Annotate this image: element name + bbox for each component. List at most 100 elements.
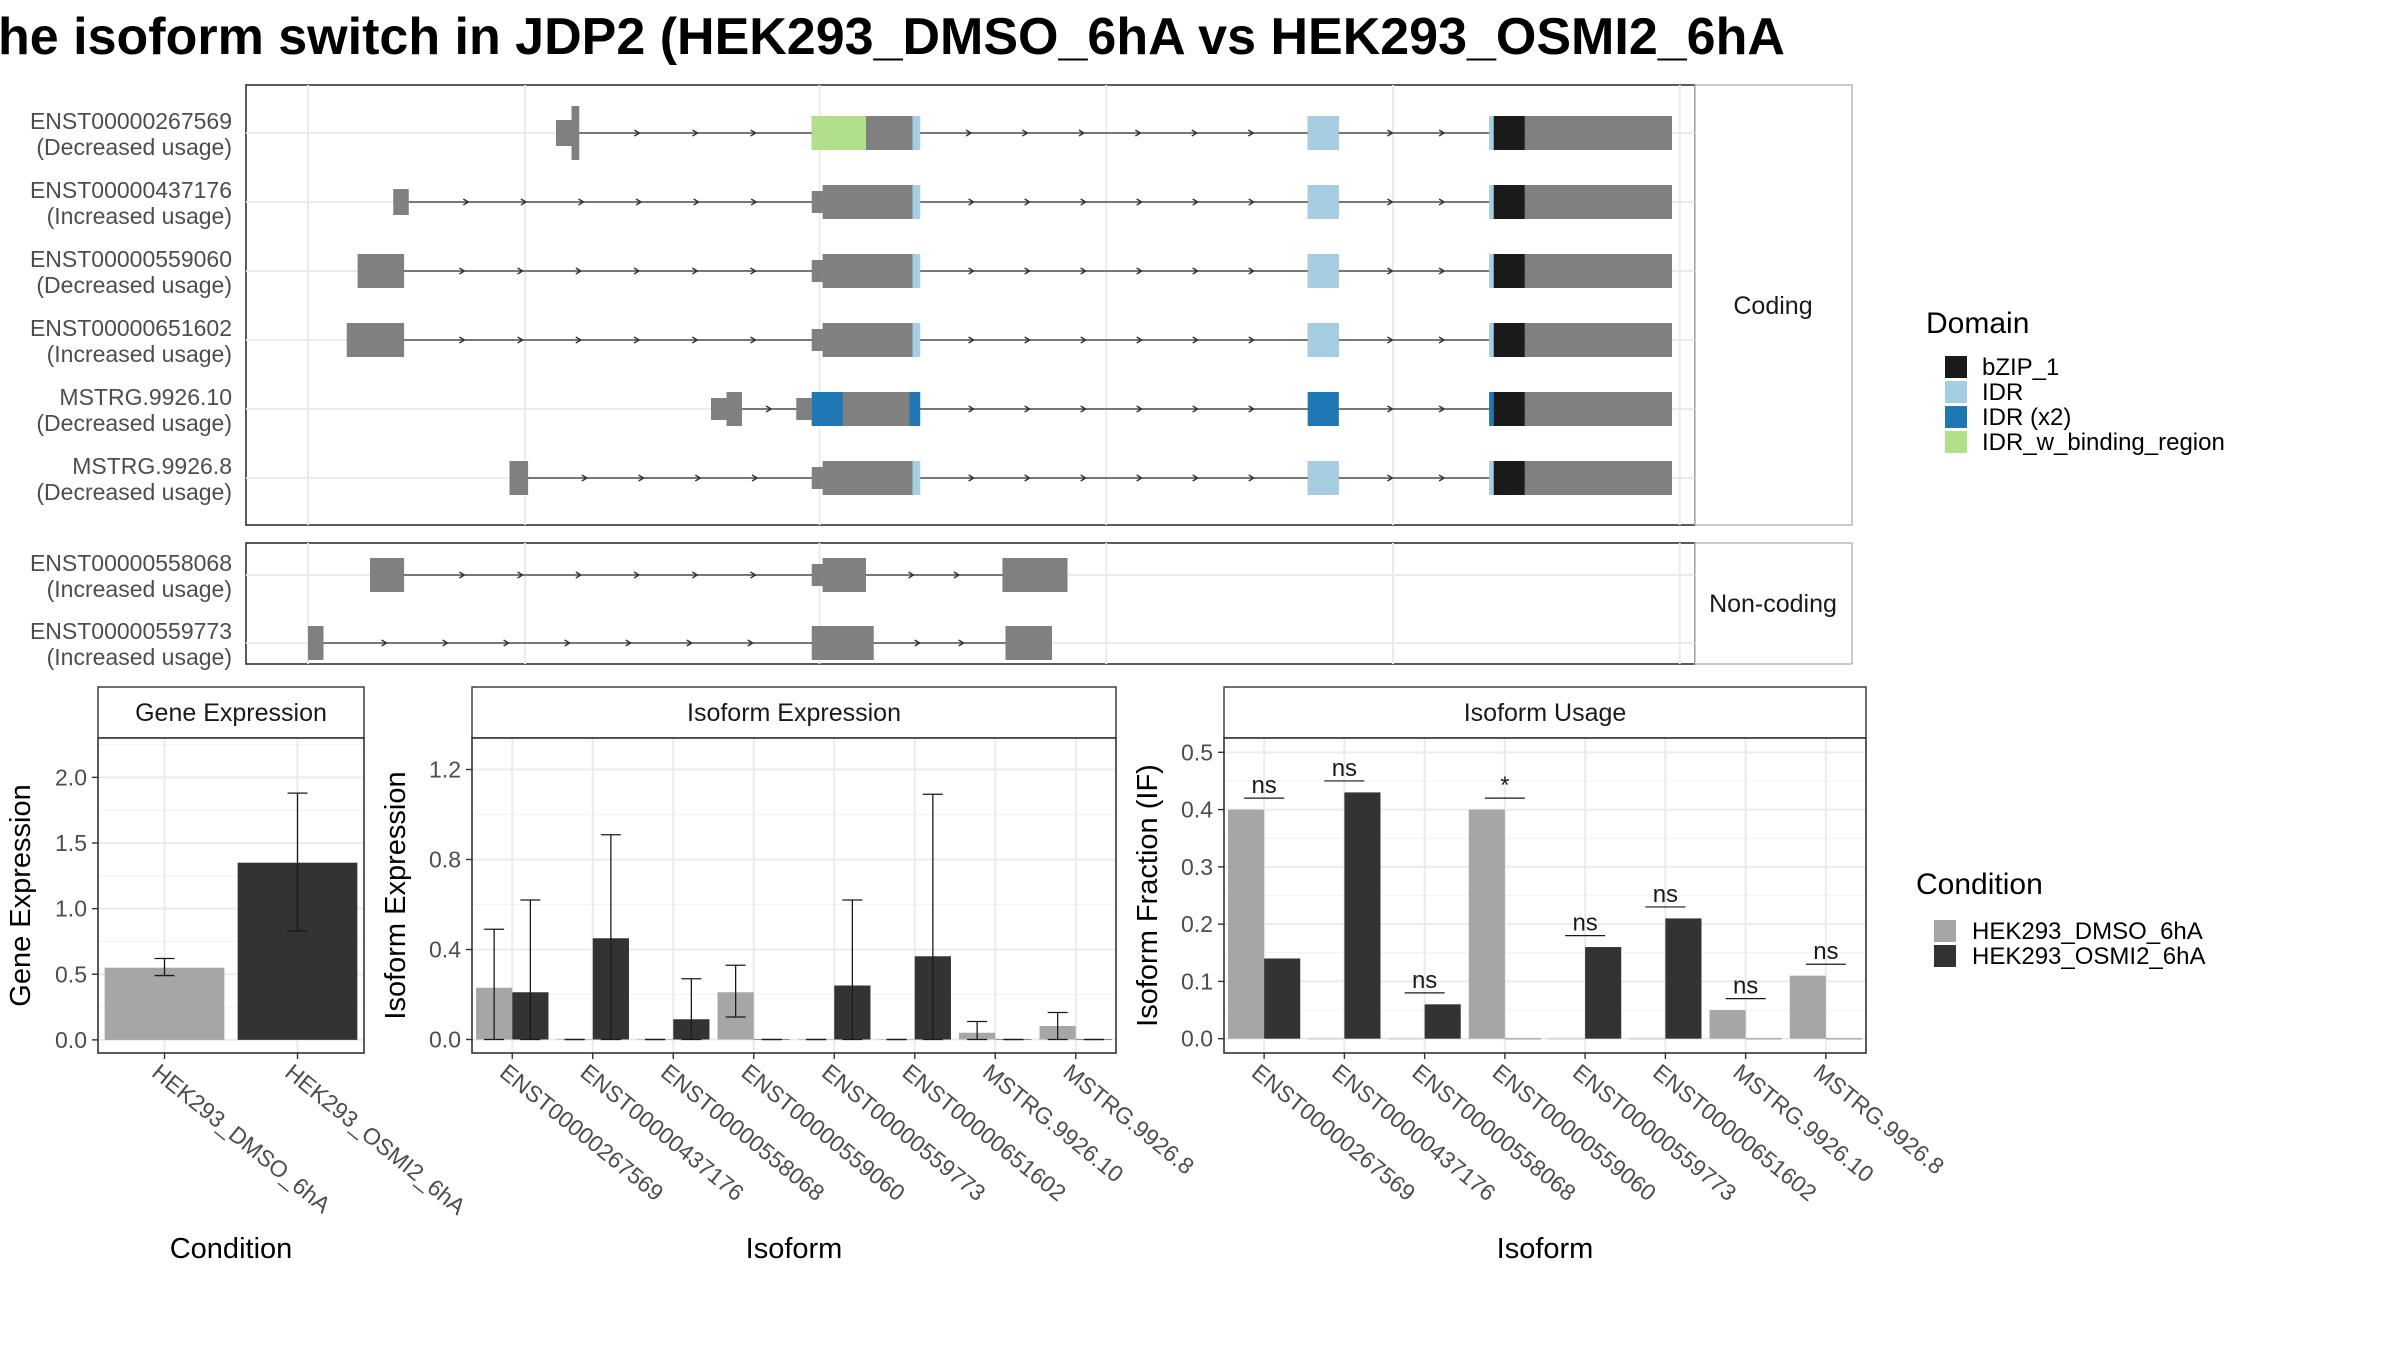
condition-legend-swatch <box>1934 920 1956 942</box>
intron-direction-arrow <box>1438 129 1446 137</box>
significance-label: ns <box>1572 910 1597 937</box>
y-tick-label: 0.4 <box>1181 797 1213 823</box>
intron-direction-arrow <box>635 198 643 206</box>
domain-idr <box>1307 185 1339 219</box>
x-tick-label: MSTRG.9926.10 <box>1728 1059 1878 1188</box>
intron-direction-arrow <box>575 336 583 344</box>
intron-direction-arrow <box>1024 198 1032 206</box>
plot-border <box>1223 737 1867 1054</box>
exon <box>1524 116 1672 150</box>
intron-direction-arrow <box>1247 129 1255 137</box>
condition-legend-title: Condition <box>1916 868 2043 901</box>
intron-direction-arrow <box>747 639 755 647</box>
transcript-usage-label: (Decreased usage) <box>36 272 232 298</box>
intron-direction-arrow <box>1136 474 1144 482</box>
transcript-track <box>711 392 1672 426</box>
significance-label: ns <box>1733 973 1758 1000</box>
intron-direction-arrow <box>1136 267 1144 275</box>
isoform-usage-chart: Isoform Usage 0.0 0.1 0.2 0.3 0.4 0.5 ns ns ns * ns… <box>1132 686 1949 1265</box>
intron-direction-arrow <box>1191 129 1199 137</box>
intron-direction-arrow <box>1078 129 1086 137</box>
noncoding-plot-border <box>245 542 1696 665</box>
bar <box>1504 1038 1541 1040</box>
intron-direction-arrow <box>458 336 466 344</box>
noncoding-transcript-tracks <box>308 558 1068 660</box>
intron-direction-arrow <box>1192 336 1200 344</box>
intron-direction-arrow <box>578 198 585 206</box>
intron-direction-arrow <box>1387 198 1394 206</box>
transcript-labels: ENST00000267569(Decreased usage)ENST0000… <box>30 108 232 670</box>
transcript-track <box>308 626 1052 660</box>
intron-direction-arrow <box>1438 474 1446 482</box>
domain-idr <box>1307 323 1339 357</box>
significance-label: ns <box>1251 772 1276 799</box>
intron-direction-arrow <box>1438 336 1446 344</box>
intron-direction-arrow <box>750 129 757 137</box>
plot-background <box>472 738 1116 1053</box>
transcript-track <box>556 106 1672 160</box>
domain-idr <box>912 254 921 288</box>
domain-idr <box>1307 254 1339 288</box>
intron-direction-arrow <box>908 571 915 579</box>
coding-plot-border <box>245 84 1696 526</box>
bar <box>1388 1038 1425 1040</box>
y-tick-label: 0.2 <box>1181 911 1213 937</box>
exon <box>811 467 823 489</box>
transcript-id-label: ENST00000559060 <box>30 246 232 272</box>
domain-legend-label: IDR (x2) <box>1982 404 2071 431</box>
exon <box>822 323 916 357</box>
transcript-id-label: ENST00000558068 <box>30 550 232 576</box>
exon <box>711 398 727 420</box>
exon <box>822 461 916 495</box>
transcript-id-label: ENST00000437176 <box>30 177 232 203</box>
intron-direction-arrow <box>750 267 757 275</box>
y-tick-label: 0.4 <box>429 937 461 963</box>
coding-strip-label: Coding <box>1733 292 1812 320</box>
y-tick-label: 0.5 <box>55 961 87 987</box>
y-tick-label: 0.0 <box>1181 1026 1213 1052</box>
exon <box>346 323 405 357</box>
intron-direction-arrow <box>581 474 589 482</box>
domain-bzip <box>1493 116 1525 150</box>
domain-idr_x2 <box>811 392 843 426</box>
y-tick-label: 0.3 <box>1181 854 1213 880</box>
y-tick-label: 0.0 <box>429 1027 461 1053</box>
intron-direction-arrow <box>1080 267 1088 275</box>
intron-direction-arrow <box>564 639 571 647</box>
intron-direction-arrow <box>1136 336 1144 344</box>
intron-direction-arrow <box>694 474 702 482</box>
transcript-id-label: ENST00000267569 <box>30 108 232 134</box>
coding-strip <box>1694 84 1853 526</box>
domain-bzip <box>1493 185 1525 219</box>
exon <box>1005 626 1052 660</box>
domain-idr <box>1489 254 1494 288</box>
domain-idr <box>1489 185 1494 219</box>
intron-direction-arrow <box>692 129 699 137</box>
domain-legend-swatch <box>1945 356 1967 378</box>
condition-legend-label: HEK293_DMSO_6hA <box>1972 918 2203 945</box>
domain-legend-label: bZIP_1 <box>1982 354 2059 381</box>
bar <box>1745 1038 1782 1040</box>
intron-direction-arrow <box>968 198 975 206</box>
exon <box>393 189 409 215</box>
intron-direction-arrow <box>1387 405 1394 413</box>
significance-label: * <box>1500 772 1509 799</box>
x-tick-label: MSTRG.9926.10 <box>978 1059 1128 1188</box>
domain-idr <box>1489 323 1494 357</box>
domain-idr <box>1489 461 1494 495</box>
intron-direction-arrow <box>1438 198 1446 206</box>
intron-direction-arrow <box>517 571 524 579</box>
condition-legend: Condition HEK293_DMSO_6hAHEK293_OSMI2_6h… <box>1916 868 2205 970</box>
transcript-track <box>346 323 1672 357</box>
domain-bzip <box>1493 392 1525 426</box>
domain-idr <box>1489 116 1494 150</box>
exon <box>1002 558 1021 592</box>
intron-direction-arrow <box>1248 267 1256 275</box>
intron-direction-arrow <box>575 571 583 579</box>
y-axis-title: Gene Expression <box>5 784 37 1006</box>
chart-strip <box>97 686 365 739</box>
structure-panel-coding: Coding <box>245 84 1853 526</box>
domain-idr_binding <box>811 116 866 150</box>
